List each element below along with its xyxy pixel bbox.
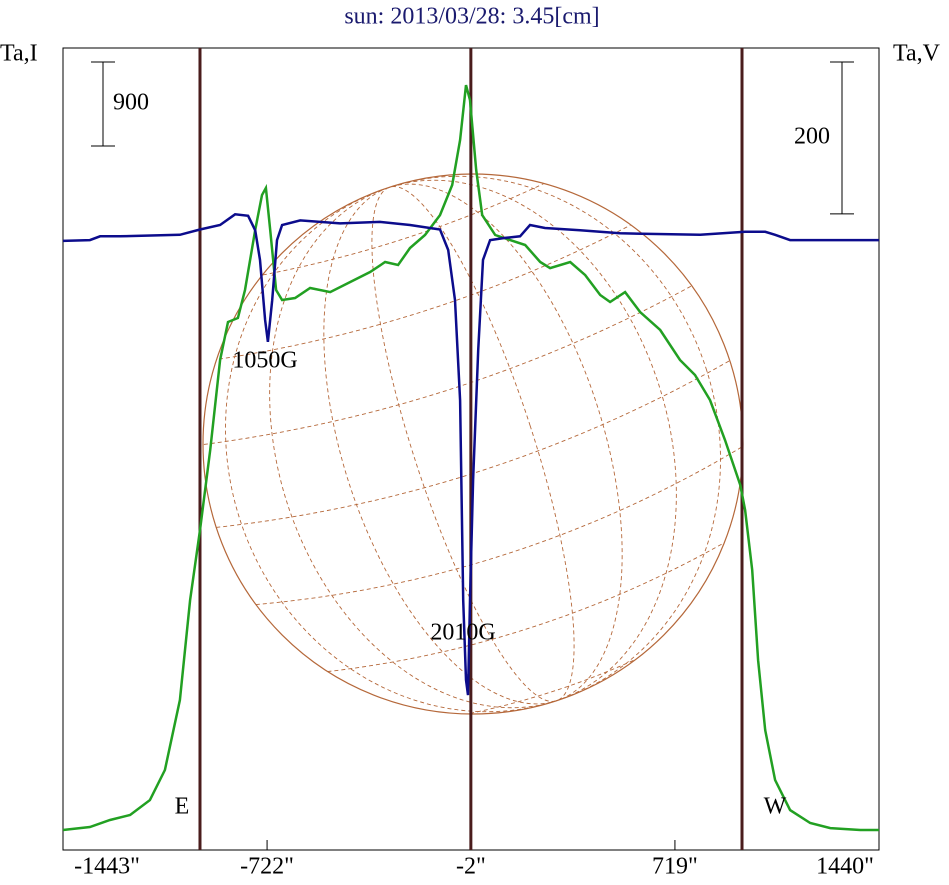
y-axis-label: Ta,I xyxy=(0,41,38,67)
annotation: W xyxy=(764,794,787,820)
annotation: 1050G xyxy=(232,348,297,374)
x-tick-label: 719" xyxy=(652,854,698,880)
scale-bar-label: 900 xyxy=(113,89,149,115)
annotation: E xyxy=(175,794,190,820)
annotation: 2010G xyxy=(430,620,495,646)
series-line xyxy=(62,84,879,832)
y2-axis-label: Ta,V xyxy=(893,41,941,67)
chart-title: sun: 2013/03/28: 3.45[cm] xyxy=(344,4,599,30)
x-tick-label: -2" xyxy=(456,854,486,880)
series-line xyxy=(62,213,879,696)
x-tick-label: 1440" xyxy=(816,854,874,880)
sun-disk xyxy=(191,158,756,730)
x-tick-label: -722" xyxy=(240,854,294,880)
scale-bar-label: 200 xyxy=(794,123,830,149)
x-tick-label: -1443" xyxy=(74,854,140,880)
